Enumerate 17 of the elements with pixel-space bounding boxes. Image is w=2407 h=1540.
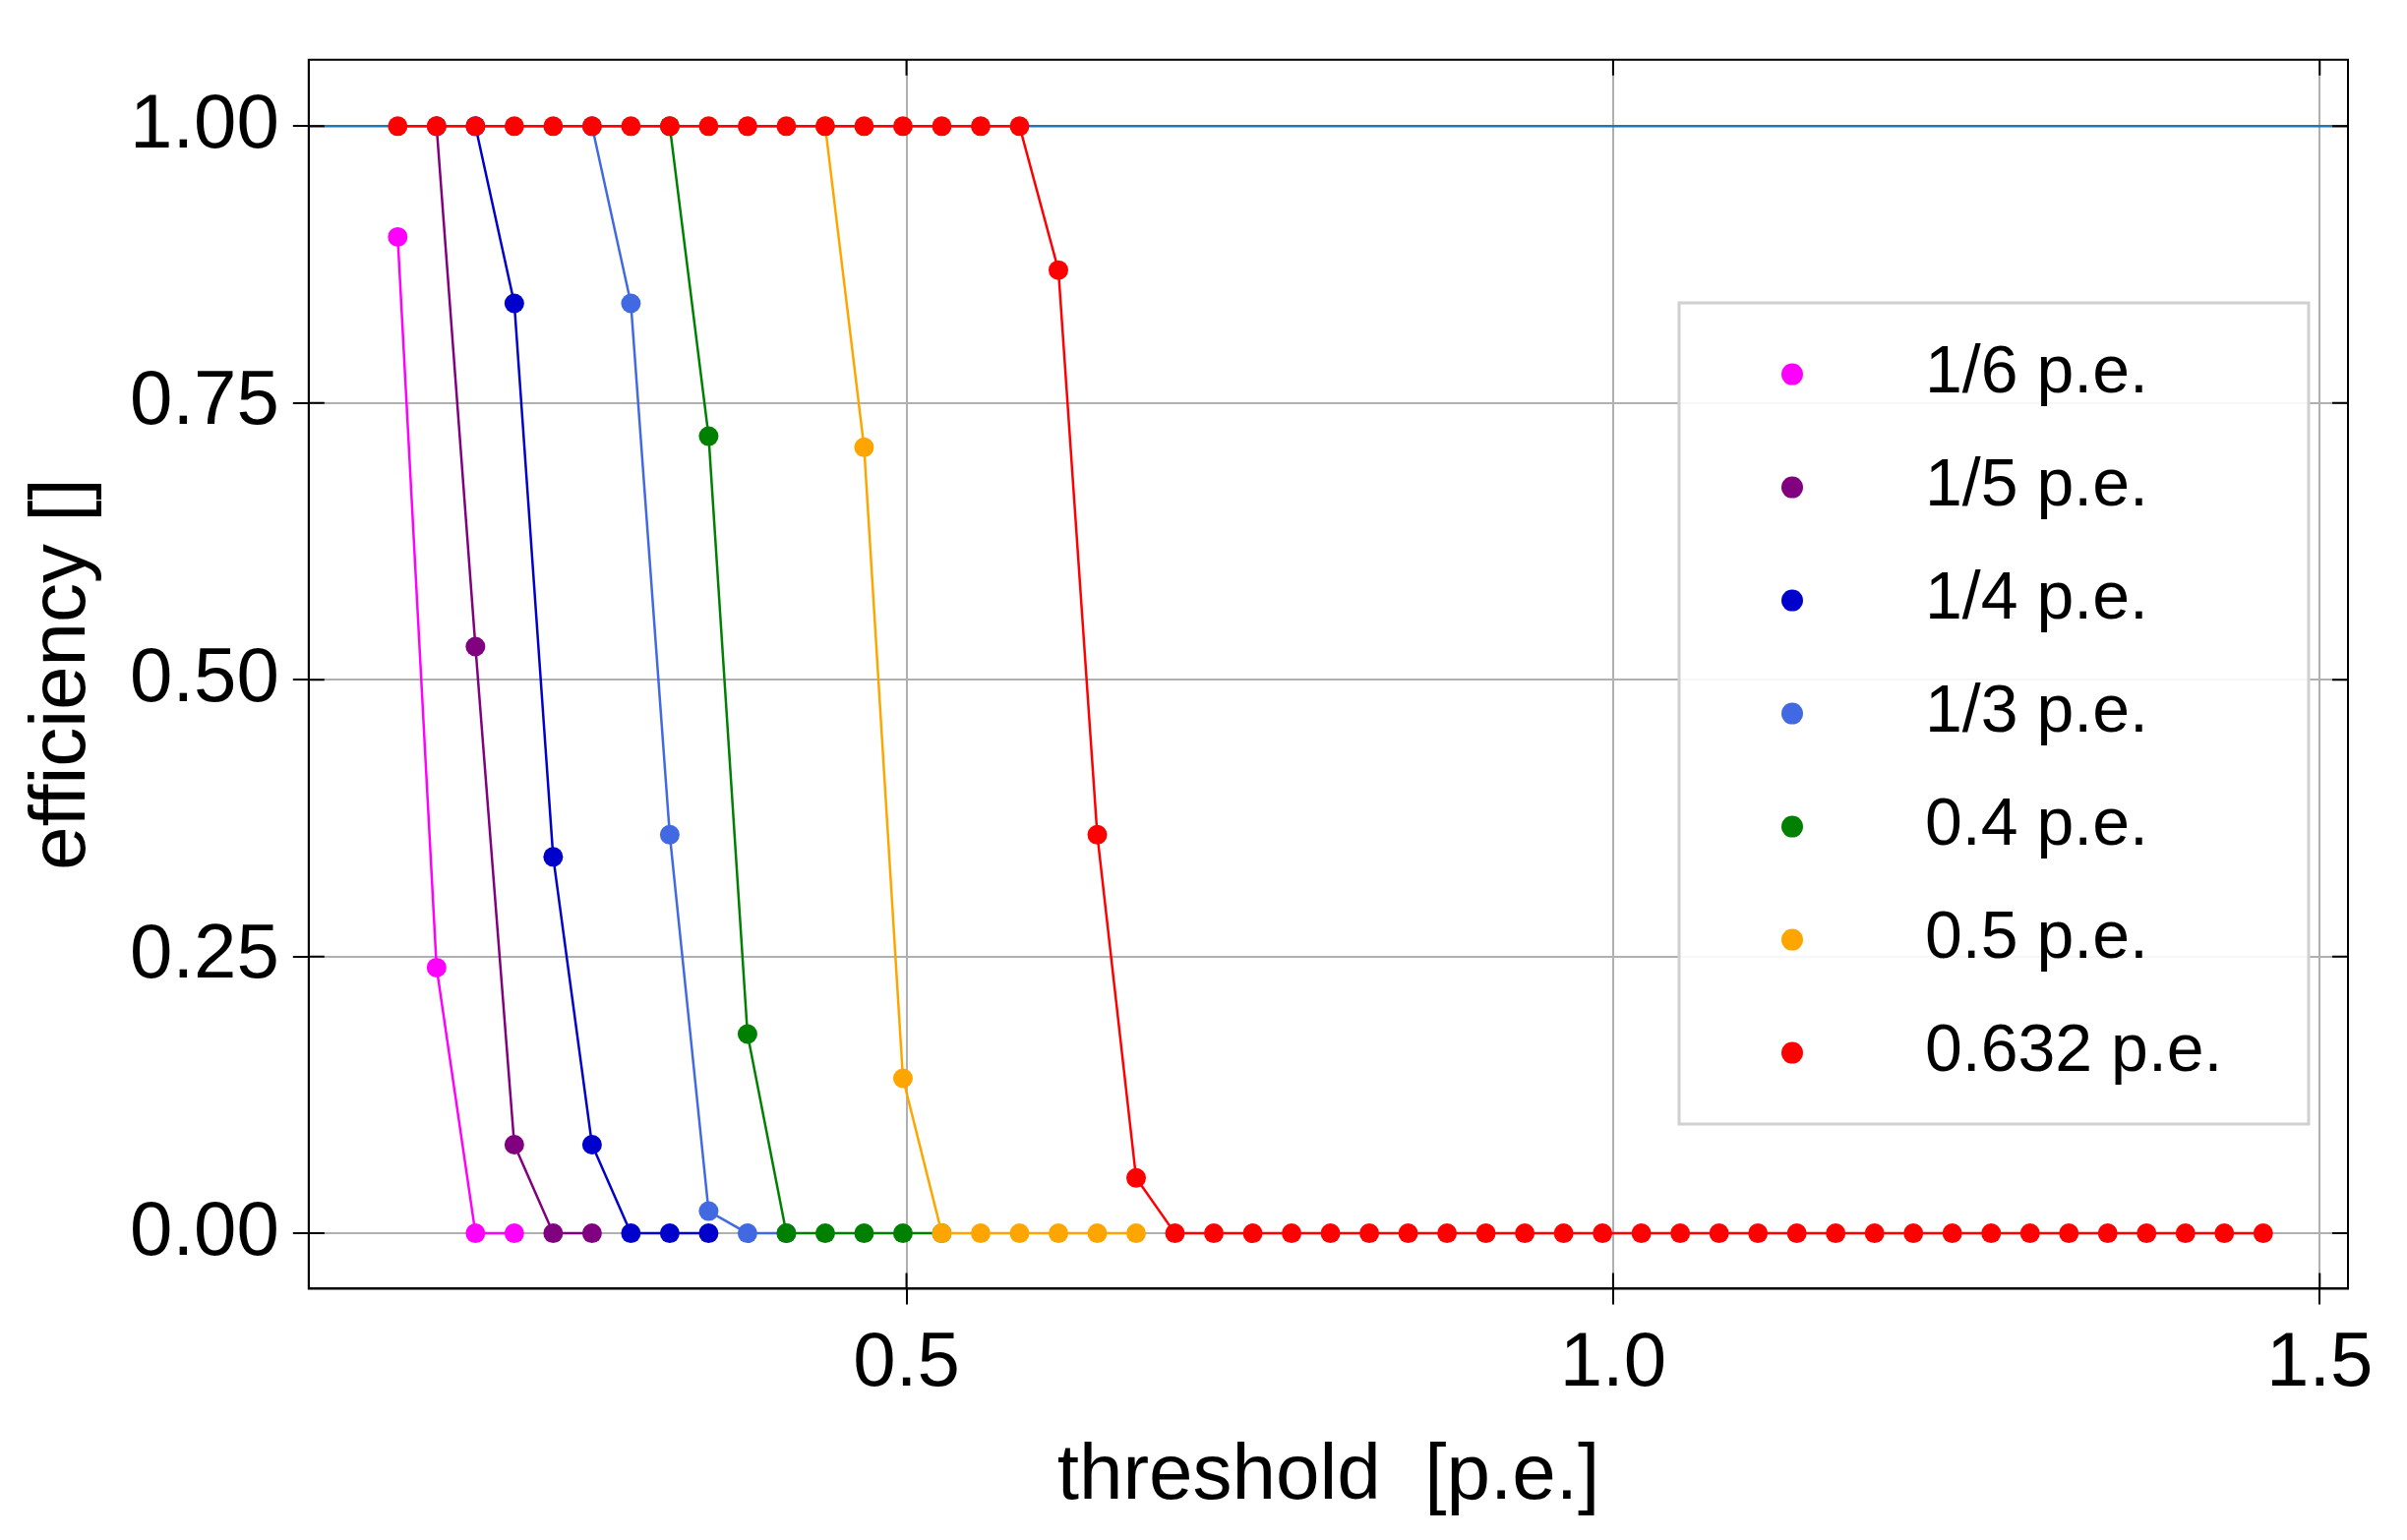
y-axis-title: efficiency [] [14,478,102,870]
legend-label: 1/4 p.e. [1925,558,2148,633]
y-tick-label: 0.50 [130,630,279,718]
legend-label: 1/6 p.e. [1925,331,2148,407]
y-tick-label: 0.75 [130,354,279,442]
x-tick-label: 1.5 [2266,1315,2374,1402]
legend-label: 0.4 p.e. [1925,784,2148,859]
legend-label: 0.632 p.e. [1925,1010,2223,1086]
y-tick-label: 0.25 [130,908,279,995]
legend-label: 1/5 p.e. [1925,444,2148,520]
y-tick-label: 1.00 [130,77,279,164]
legend-label: 0.5 p.e. [1925,897,2148,973]
x-axis-title: threshold [p.e.] [1056,1428,1600,1516]
x-tick-label: 0.5 [853,1315,960,1402]
x-tick-label: 1.0 [1559,1315,1667,1402]
y-tick-label: 0.00 [130,1184,279,1272]
legend-label: 1/3 p.e. [1925,671,2148,746]
